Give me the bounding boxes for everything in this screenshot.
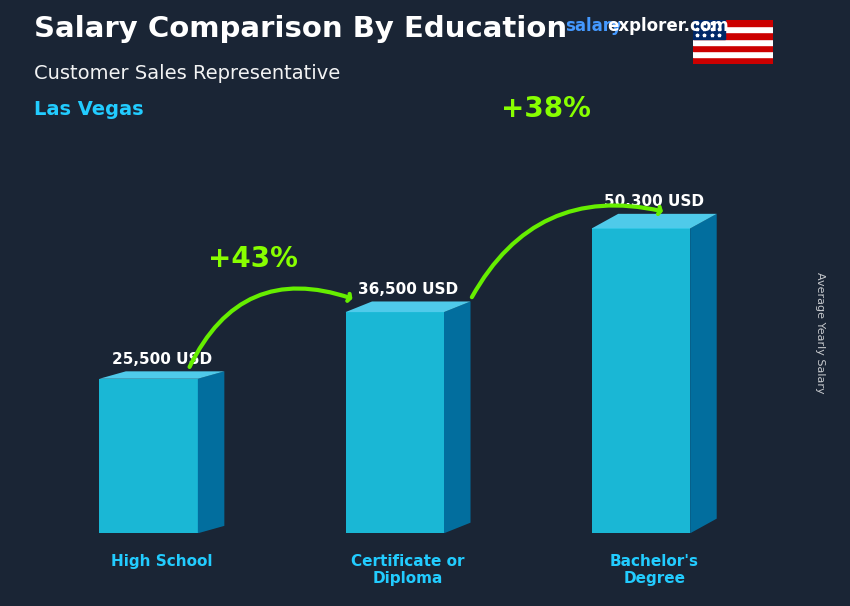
Text: Bachelor's
Degree: Bachelor's Degree [609,554,699,587]
Bar [693,58,774,64]
Text: Average Yearly Salary: Average Yearly Salary [815,273,825,394]
Text: +43%: +43% [207,245,298,273]
Text: 25,500 USD: 25,500 USD [112,352,212,367]
Bar [693,51,774,58]
Polygon shape [198,371,224,533]
Polygon shape [99,379,198,533]
Bar [693,20,774,26]
FancyArrowPatch shape [472,205,660,297]
Text: salary: salary [565,17,622,35]
Polygon shape [444,301,471,533]
Text: Customer Sales Representative: Customer Sales Representative [34,64,340,82]
Text: 36,500 USD: 36,500 USD [358,282,458,297]
Text: Salary Comparison By Education: Salary Comparison By Education [34,15,567,43]
Text: High School: High School [111,554,212,569]
Text: Certificate or
Diploma: Certificate or Diploma [351,554,465,587]
Bar [693,33,774,39]
Text: explorer.com: explorer.com [608,17,729,35]
Polygon shape [99,371,224,379]
Polygon shape [346,312,444,533]
Polygon shape [346,301,471,312]
Bar [693,26,774,33]
Text: +38%: +38% [502,95,592,122]
Polygon shape [690,214,717,533]
Text: Las Vegas: Las Vegas [34,100,144,119]
FancyArrowPatch shape [190,288,350,367]
Polygon shape [592,214,717,228]
Text: 50,300 USD: 50,300 USD [604,195,704,209]
Bar [693,39,774,45]
Bar [693,45,774,51]
Bar [693,20,725,39]
Polygon shape [592,228,690,533]
